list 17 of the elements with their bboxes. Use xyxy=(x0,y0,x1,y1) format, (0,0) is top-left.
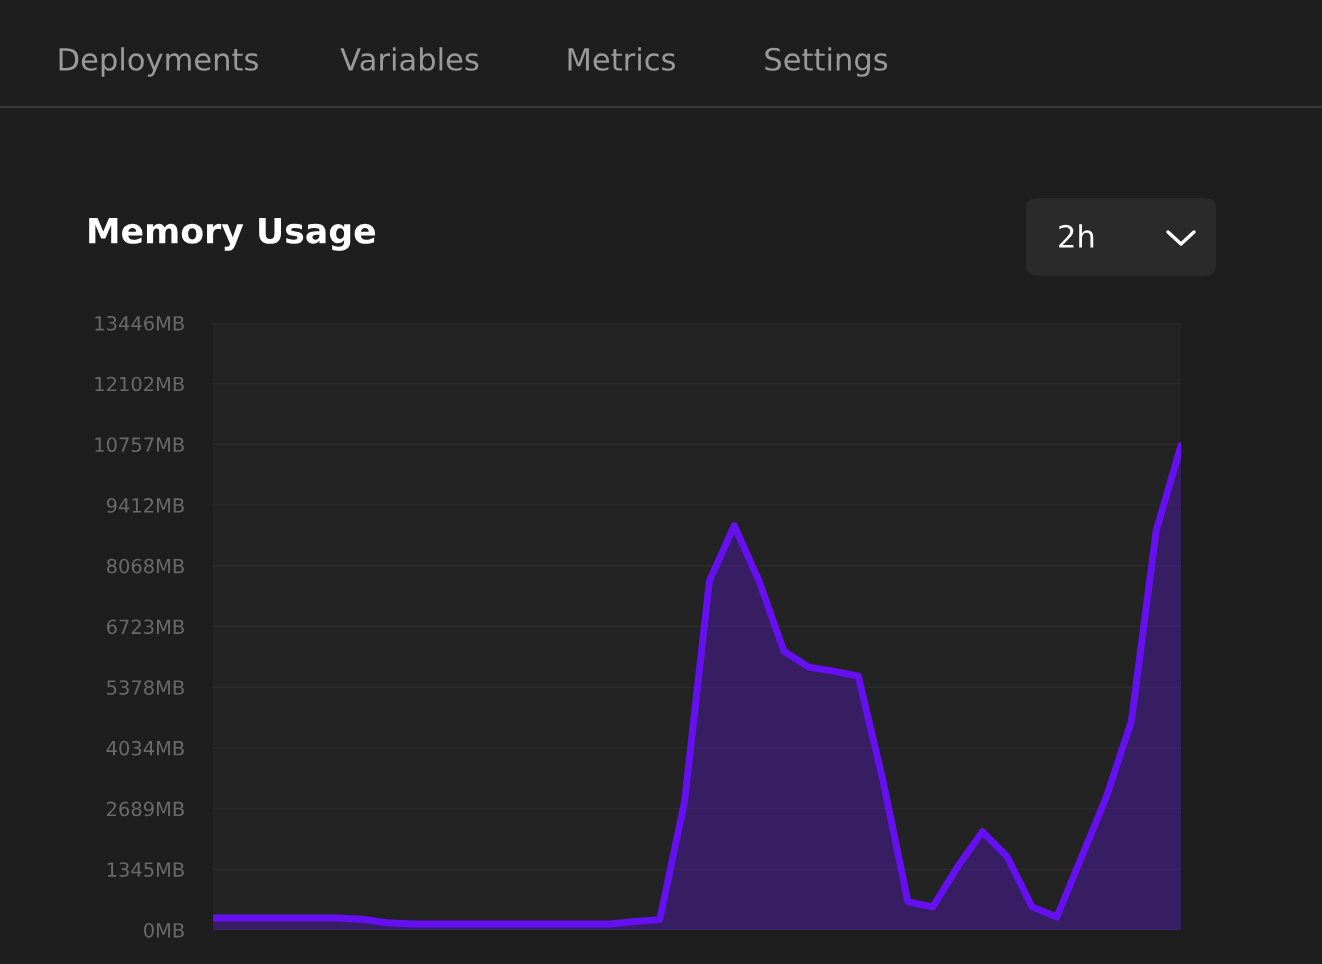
y-tick-label: 10757MB xyxy=(95,437,184,453)
y-tick-label: 4034MB xyxy=(106,740,184,756)
y-tick-label: 13446MB xyxy=(95,315,184,331)
text: Variables xyxy=(340,47,479,71)
y-tick-label: 1345MB xyxy=(107,862,184,877)
text: Metrics xyxy=(568,47,675,71)
y-tick-label: 12102MB xyxy=(95,376,184,392)
y-tick-label: 9412MB xyxy=(106,498,184,513)
chart-title: Memory Usage xyxy=(89,218,375,251)
y-tick-label: 0MB xyxy=(144,922,184,938)
text: Settings xyxy=(765,47,888,77)
text: 2h xyxy=(1059,224,1094,248)
y-tick-label: 8068MB xyxy=(106,558,184,574)
y-tick-label: 6723MB xyxy=(106,619,184,635)
y-tick-label: 2689MB xyxy=(107,801,184,817)
text: Deployments xyxy=(59,47,258,77)
y-tick-label: 5378MB xyxy=(107,680,184,695)
